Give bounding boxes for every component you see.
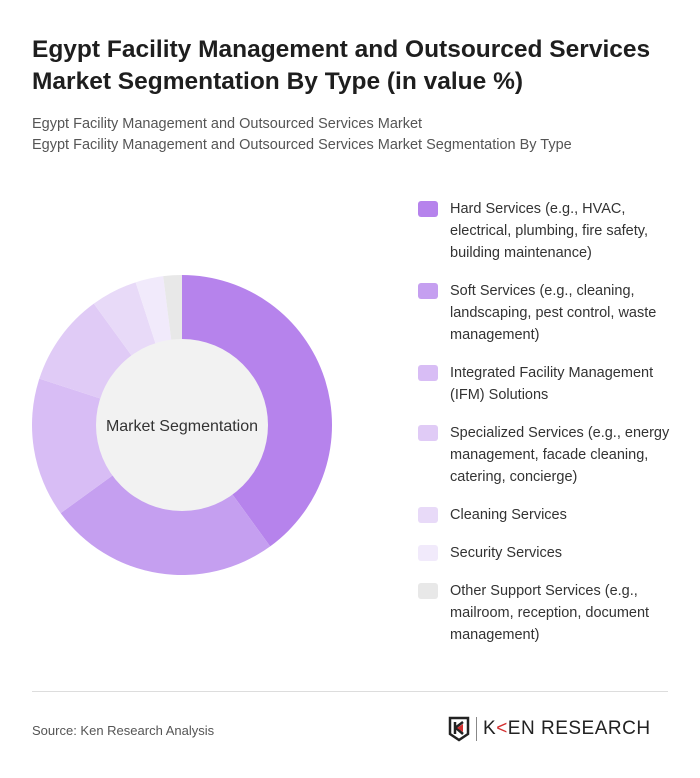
legend-swatch bbox=[418, 545, 438, 561]
legend-item: Security Services bbox=[418, 542, 678, 564]
donut-chart: Market Segmentation bbox=[32, 275, 332, 575]
subtitle-line-2: Egypt Facility Management and Outsourced… bbox=[32, 137, 572, 153]
legend-label: Specialized Services (e.g., energy manag… bbox=[450, 425, 670, 485]
ken-research-logo: K<EN RESEARCH bbox=[448, 716, 651, 742]
center-label: Market Segmentation bbox=[106, 418, 258, 435]
legend-label: Security Services bbox=[450, 545, 563, 561]
legend-item: Specialized Services (e.g., energy manag… bbox=[418, 422, 678, 488]
legend-swatch bbox=[418, 507, 438, 523]
legend-swatch bbox=[418, 583, 438, 599]
legend-item: Soft Services (e.g., cleaning, landscapi… bbox=[418, 280, 678, 346]
chart-subtitle: Egypt Facility Management and Outsourced… bbox=[32, 114, 572, 156]
legend-swatch bbox=[418, 201, 438, 217]
donut-hole bbox=[96, 339, 268, 511]
legend-label: Cleaning Services bbox=[450, 507, 567, 523]
source-note: Source: Ken Research Analysis bbox=[32, 723, 215, 738]
legend-label: Soft Services (e.g., cleaning, landscapi… bbox=[450, 283, 657, 343]
legend-label: Integrated Facility Management (IFM) Sol… bbox=[450, 365, 654, 403]
legend-item: Integrated Facility Management (IFM) Sol… bbox=[418, 362, 678, 406]
chart-title: Egypt Facility Management and Outsourced… bbox=[32, 36, 651, 95]
legend-swatch bbox=[418, 283, 438, 299]
legend-label: Other Support Services (e.g., mailroom, … bbox=[450, 583, 650, 643]
divider bbox=[32, 691, 668, 692]
legend: Hard Services (e.g., HVAC, electrical, p… bbox=[418, 198, 678, 662]
legend-item: Cleaning Services bbox=[418, 504, 678, 526]
legend-swatch bbox=[418, 365, 438, 381]
subtitle-line-1: Egypt Facility Management and Outsourced… bbox=[32, 116, 423, 132]
legend-swatch bbox=[418, 425, 438, 441]
legend-label: Hard Services (e.g., HVAC, electrical, p… bbox=[450, 201, 648, 261]
logo-shield-icon bbox=[448, 716, 470, 742]
legend-item: Hard Services (e.g., HVAC, electrical, p… bbox=[418, 198, 678, 264]
logo-text: K<EN RESEARCH bbox=[483, 718, 651, 739]
legend-item: Other Support Services (e.g., mailroom, … bbox=[418, 580, 678, 646]
